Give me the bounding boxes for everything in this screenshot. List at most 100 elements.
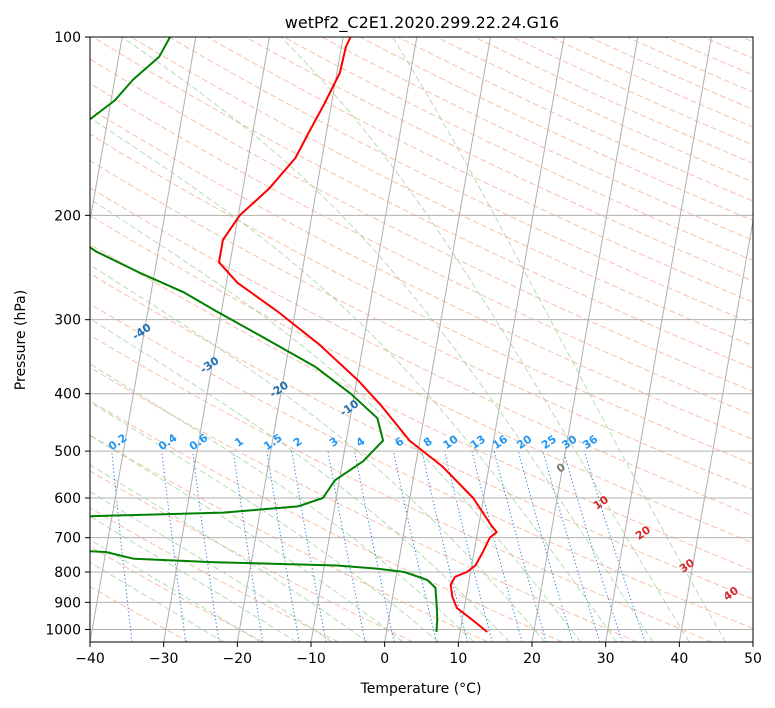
mixing-ratio-label: 1 [232, 435, 246, 450]
mixing-ratio-label: 16 [490, 432, 510, 452]
moist-adiabat [392, 37, 727, 642]
mixing-ratio-label: 13 [468, 433, 488, 452]
isotherm-gridline [605, 37, 712, 642]
y-tick-label: 200 [54, 208, 81, 224]
mixing-ratio-line [542, 450, 601, 642]
dry-adiabat [207, 37, 753, 303]
mixing-ratio-label: 30 [560, 432, 580, 452]
dewpoint-profile [90, 37, 439, 633]
dry-adiabat [90, 272, 753, 600]
x-tick-label: 50 [744, 651, 762, 667]
isotherm-gridline [90, 37, 197, 642]
y-axis: 100 200 300 400 500 600 700 800 900 1000 [45, 30, 90, 638]
isotherm-gridline [678, 217, 753, 642]
y-tick-label: 100 [54, 30, 81, 46]
y-tick-label: 400 [54, 387, 81, 403]
plot-area: -100-90-80-70-60-50-40-30-20-10010203040… [0, 37, 753, 642]
x-tick-label: −40 [75, 651, 105, 667]
mixing-ratio-label: 3 [327, 435, 341, 450]
moist-adiabat [90, 401, 439, 642]
dry-adiabat [90, 107, 753, 440]
dry-adiabat [359, 37, 753, 221]
y-tick-label: 900 [54, 595, 81, 611]
mixing-ratio-label: 20 [514, 432, 534, 452]
x-tick-label: −20 [223, 651, 253, 667]
mixing-ratio-line [354, 451, 395, 642]
isotherm-label: -60 [0, 246, 20, 268]
mixing-ratio-line [563, 450, 623, 642]
moist-adiabat [90, 539, 261, 642]
dry-adiabat [474, 37, 753, 164]
mixing-ratio-line [583, 450, 646, 642]
mixing-ratio-label: 4 [354, 434, 368, 449]
mixing-ratio-line [291, 451, 327, 642]
mixing-ratio-label: 1.5 [261, 431, 284, 453]
mixing-ratio-line [266, 451, 300, 642]
mixing-ratio-label: 36 [580, 432, 600, 452]
y-tick-label: 500 [54, 444, 81, 460]
moist-adiabat [280, 37, 690, 642]
dry-adiabat [90, 160, 753, 491]
dry-adiabat [90, 303, 753, 630]
dry-adiabat [90, 545, 264, 642]
moist-adiabat [90, 363, 475, 642]
dry-adiabat [90, 243, 753, 572]
dry-adiabat [283, 37, 753, 261]
dry-adiabat [436, 37, 753, 183]
y-axis-label: Pressure (hPa) [13, 290, 29, 390]
y-tick-label: 800 [54, 565, 81, 581]
dry-adiabat [90, 400, 563, 642]
dry-adiabat [130, 37, 753, 347]
dry-adiabat [90, 82, 753, 416]
dry-adiabat [168, 37, 753, 325]
mixing-ratio-line [392, 451, 437, 642]
plot-frame [89, 36, 754, 643]
dry-adiabat [664, 37, 753, 76]
x-tick-label: 0 [380, 651, 389, 667]
isotherm-label: -20 [267, 378, 291, 400]
moist-adiabat [90, 561, 225, 642]
dry-adiabat [90, 507, 339, 642]
dry-adiabat [92, 37, 753, 369]
mixing-ratio-line [421, 450, 468, 642]
isotherm-gridline [457, 37, 565, 642]
mixing-ratio-label: 2 [291, 435, 305, 450]
isotherm-gridlines [90, 37, 753, 642]
isotherm-gridline [163, 37, 270, 642]
isotherm-gridline [90, 37, 123, 224]
isotherm-gridline [384, 37, 491, 642]
dry-adiabat [90, 366, 638, 642]
mixing-ratio-label: 25 [539, 433, 559, 452]
mixing-ratio-line [327, 451, 366, 642]
moist-adiabat [90, 318, 510, 642]
isotherm-gridline [531, 37, 639, 642]
dry-adiabat [90, 334, 712, 642]
x-tick-label: 40 [670, 651, 688, 667]
moist-adiabat-label: 40 [721, 584, 741, 604]
moist-adiabat [90, 490, 333, 642]
x-axis: −40 −30 −20 −10 0 10 20 30 40 50 [75, 642, 762, 667]
dry-adiabat [90, 214, 753, 544]
chart-title: wetPf2_C2E1.2020.299.22.24.G16 [285, 13, 559, 33]
isotherm-gridline [236, 37, 344, 642]
x-tick-label: −10 [296, 651, 326, 667]
x-axis-label: Temperature (°C) [360, 681, 482, 697]
dry-adiabat [245, 37, 753, 282]
dry-adiabat [588, 37, 753, 110]
mixing-ratio-label: 10 [441, 432, 461, 452]
isotherm-gridline [752, 639, 753, 642]
mixing-ratio-line [232, 451, 264, 642]
sounding-profiles [90, 37, 498, 633]
x-tick-label: 20 [523, 651, 541, 667]
isotherm-label: -30 [198, 354, 222, 376]
y-tick-label: 1000 [45, 622, 81, 638]
y-tick-label: 600 [54, 491, 81, 507]
mixing-ratio-label: 0.4 [156, 431, 180, 453]
mixing-ratio-line [161, 451, 187, 642]
dry-adiabat [90, 133, 753, 465]
mixing-ratio-line [192, 451, 220, 642]
moist-adiabat-label: 20 [633, 523, 653, 543]
moist-adiabat [90, 117, 618, 642]
moist-adiabat [90, 434, 404, 642]
